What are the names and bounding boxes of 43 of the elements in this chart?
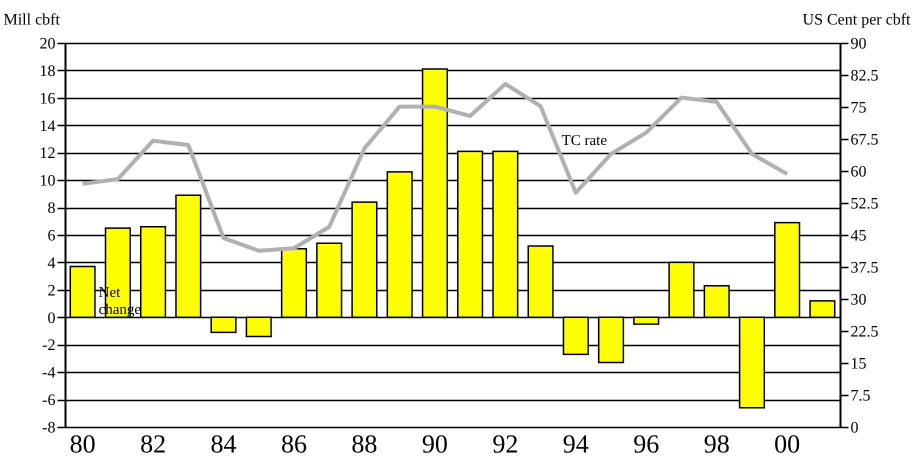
x-tick-label: 84 — [210, 430, 237, 458]
y2-axis-title: US Cent per cbft — [802, 12, 912, 28]
y-axis-title: Mill cbft — [4, 12, 60, 28]
y2-tick-label: 90 — [850, 36, 866, 52]
y-tick-label: 10 — [40, 172, 56, 190]
x-tick-label: 86 — [280, 430, 307, 458]
series-label: TC rate — [562, 132, 608, 149]
x-tick-label: 00 — [774, 430, 800, 458]
x-tick-label: 96 — [633, 430, 660, 458]
y2-tick-label: 67.5 — [850, 132, 878, 148]
y-tick-label: 0 — [48, 310, 56, 327]
y-tick-label: -2 — [42, 337, 56, 354]
y2-tick-label: 45 — [850, 228, 866, 244]
y2-tick-label: 22.5 — [850, 324, 878, 340]
y-tick-label: 14 — [40, 118, 56, 135]
y-tick-label: 6 — [48, 228, 56, 244]
y-tick-label: -4 — [42, 364, 56, 382]
x-tick-label: 82 — [140, 430, 166, 458]
y-tick-label: -8 — [42, 420, 56, 436]
y-tick-label: 2 — [48, 282, 56, 300]
y2-tick-label: 7.5 — [850, 388, 870, 404]
y2-tick-label: 30 — [850, 292, 866, 308]
y-tick-label: -6 — [42, 392, 56, 410]
line-series — [80, 82, 790, 253]
x-tick-label: 88 — [351, 430, 378, 458]
y2-tick-label: 60 — [850, 164, 866, 180]
y-tick-label: 18 — [40, 62, 56, 80]
y-tick-label: 4 — [48, 254, 56, 272]
x-tick-label: 90 — [422, 430, 448, 458]
x-tick-label: 94 — [562, 430, 589, 458]
y2-tick-label: 82.5 — [850, 68, 878, 84]
y2-tick-label: 15 — [850, 356, 866, 372]
y2-tick-label: 0 — [850, 420, 858, 436]
y-tick-label: 16 — [40, 90, 56, 108]
x-tick-label: 98 — [704, 430, 730, 458]
x-tick-label: 92 — [492, 430, 518, 458]
y2-tick-label: 52.5 — [850, 196, 878, 212]
x-tick-label: 80 — [70, 430, 96, 458]
y-tick-label: 12 — [40, 145, 56, 162]
y2-tick-label: 37.5 — [850, 260, 878, 276]
y-tick-label: 20 — [40, 36, 56, 52]
y-tick-label: 8 — [48, 200, 56, 218]
y2-tick-label: 75 — [850, 100, 866, 116]
